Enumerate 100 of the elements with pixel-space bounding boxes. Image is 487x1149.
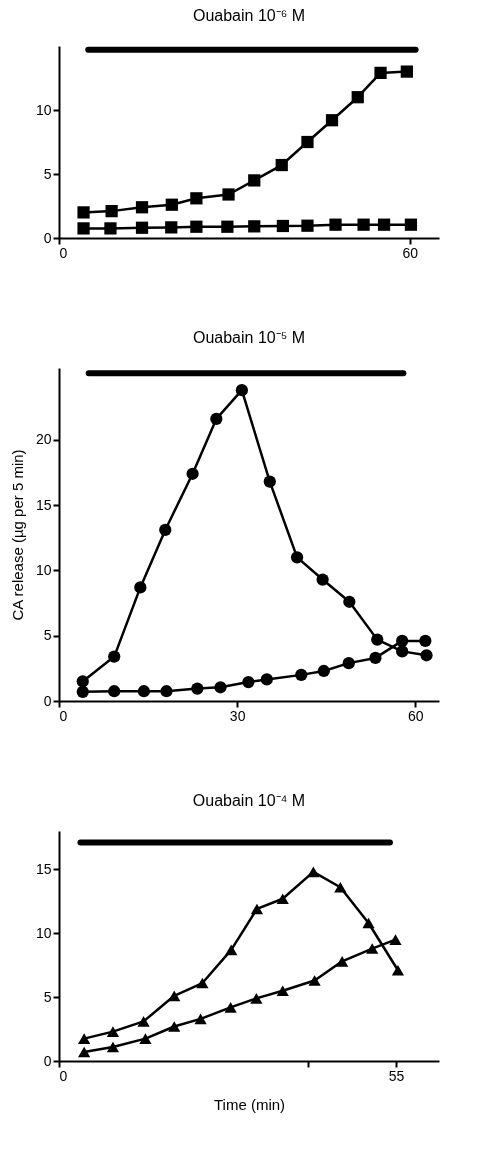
point: [77, 206, 90, 219]
point: [135, 221, 149, 234]
y-tick-label: 0: [43, 692, 52, 709]
point: [276, 219, 290, 233]
y-tick-label: 0: [43, 1052, 52, 1069]
y-tick-label: 5: [43, 165, 52, 182]
point: [137, 685, 151, 698]
point: [371, 633, 384, 646]
point: [295, 668, 308, 681]
x-tick-label: 60: [402, 244, 419, 261]
point: [351, 91, 364, 104]
point: [76, 685, 89, 698]
point: [134, 581, 147, 594]
point: [224, 1002, 237, 1013]
point: [190, 192, 203, 205]
point: [159, 523, 172, 537]
point: [210, 412, 223, 426]
point: [196, 977, 209, 989]
point: [248, 220, 261, 233]
point: [301, 219, 314, 232]
point: [242, 675, 255, 689]
point: [307, 866, 320, 878]
chart-title: Ouabain 10⁻⁶ M: [192, 7, 306, 24]
point: [78, 1046, 91, 1058]
chart-title: Ouabain 10⁻⁴ M: [192, 792, 306, 809]
point: [419, 634, 432, 648]
point: [168, 1021, 181, 1032]
point: [105, 205, 118, 218]
point: [290, 551, 304, 564]
point: [76, 675, 89, 688]
y-tick-label: 15: [35, 496, 52, 513]
point: [317, 664, 330, 678]
y-tick-label: 5: [43, 988, 52, 1005]
point: [137, 1016, 150, 1027]
y-tick-label: 0: [43, 229, 52, 246]
point: [235, 384, 248, 397]
x-tick-label: 30: [229, 707, 246, 724]
point: [308, 975, 321, 986]
point: [214, 681, 227, 694]
y-tick-label: 5: [43, 627, 52, 644]
point: [221, 220, 234, 233]
point: [377, 218, 391, 231]
point: [389, 934, 402, 945]
y-tick-label: 20: [35, 431, 52, 448]
chart-title: Ouabain 10⁻⁵ M: [192, 329, 306, 346]
x-tick-label: 55: [388, 1067, 405, 1084]
point: [325, 114, 339, 127]
point: [362, 917, 375, 929]
point: [106, 1026, 120, 1037]
point: [396, 634, 409, 648]
point: [329, 218, 342, 231]
point: [250, 903, 264, 915]
point: [168, 990, 181, 1002]
point: [357, 218, 370, 231]
y-tick-label: 10: [35, 561, 52, 578]
point: [250, 993, 263, 1004]
point: [77, 222, 90, 235]
point: [366, 943, 379, 954]
point: [343, 595, 356, 608]
point: [104, 222, 117, 235]
point: [420, 649, 433, 662]
point: [276, 985, 289, 997]
y-tick-label: 10: [35, 101, 52, 118]
point: [334, 881, 347, 893]
point: [275, 158, 288, 172]
x-axis-title: Time (min): [213, 1095, 286, 1113]
y-tick-label: 10: [35, 924, 52, 941]
point: [190, 220, 203, 233]
point: [222, 188, 235, 201]
point: [260, 673, 273, 686]
point: [301, 135, 314, 149]
point: [369, 651, 382, 665]
point: [160, 685, 173, 698]
point: [165, 198, 178, 211]
point: [391, 964, 405, 976]
point: [186, 467, 199, 480]
point: [108, 685, 121, 698]
point: [194, 1013, 207, 1025]
point: [374, 66, 387, 79]
x-tick-label: 0: [59, 707, 68, 724]
point: [248, 174, 261, 187]
point: [396, 645, 409, 658]
point: [336, 956, 349, 967]
y-axis-title: CA release (µg per 5 min): [8, 449, 26, 621]
point: [342, 657, 355, 670]
point: [404, 218, 418, 231]
point: [263, 475, 276, 488]
point: [316, 573, 329, 586]
point: [106, 1041, 120, 1053]
point: [139, 1033, 152, 1044]
point: [78, 1033, 91, 1044]
point: [135, 201, 149, 214]
point: [191, 682, 204, 695]
point: [165, 221, 178, 234]
point: [400, 65, 413, 78]
point: [225, 944, 238, 956]
y-tick-label: 15: [35, 860, 52, 877]
point: [108, 650, 121, 663]
x-tick-label: 60: [407, 707, 424, 724]
point: [276, 893, 289, 905]
